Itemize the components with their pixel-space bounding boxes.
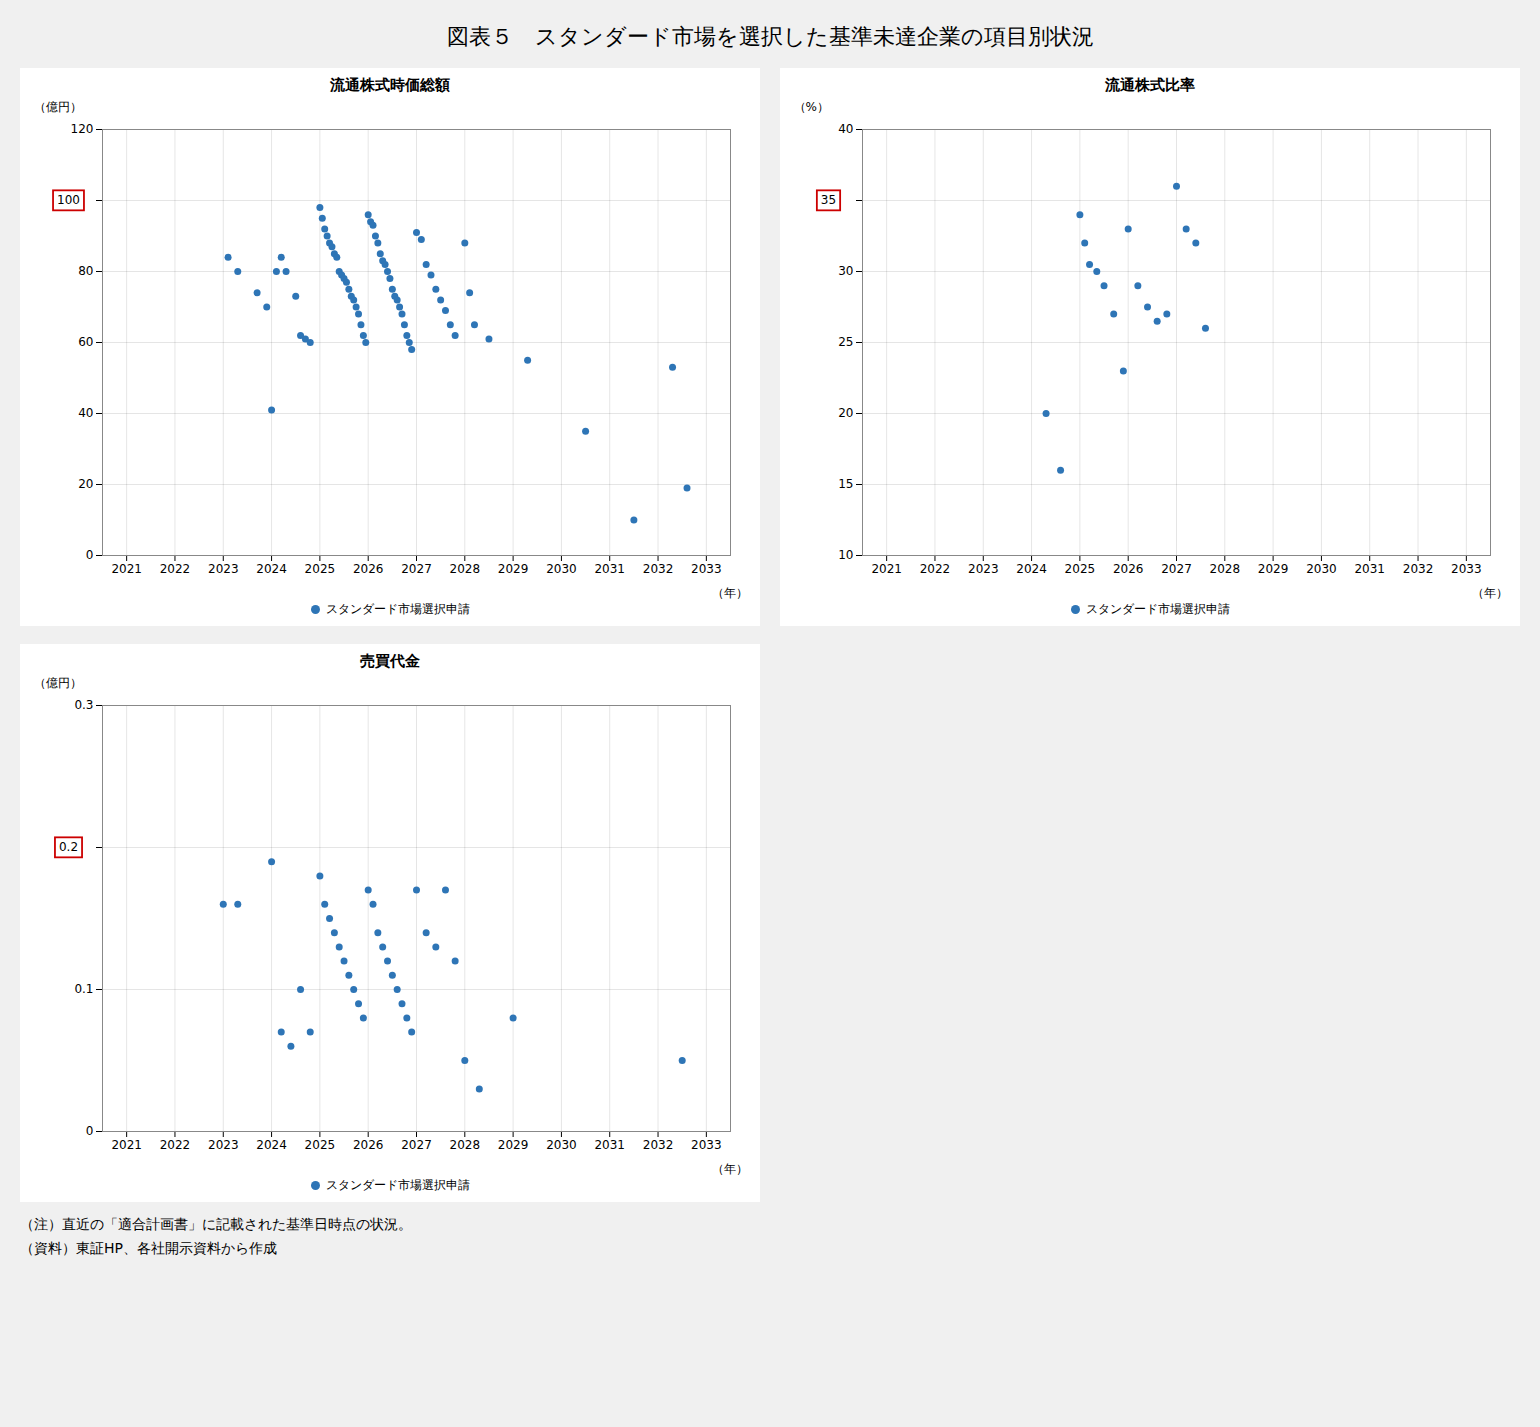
svg-text:2027: 2027 [1161,562,1192,576]
svg-text:（%）: （%） [794,100,829,114]
svg-text:2021: 2021 [871,562,902,576]
html-text:流通株式比率: 流通株式比率 [1105,76,1195,94]
html-text:売買代金: 売買代金 [360,652,420,670]
svg-text:2026: 2026 [353,562,384,576]
svg-text:2023: 2023 [968,562,999,576]
svg-text:20: 20 [838,406,853,420]
svg-text:（億円）: （億円） [34,100,82,114]
html-text:図表５ スタンダード市場を選択した基準未達企業の項目別状況: 図表５ スタンダード市場を選択した基準未達企業の項目別状況 [446,24,1094,49]
svg-text:2027: 2027 [401,562,432,576]
html-text:（注）直近の「適合計画書」に記載された基準日時点の状況。: （注）直近の「適合計画書」に記載された基準日時点の状況。 [20,1216,412,1232]
svg-text:2031: 2031 [594,1138,625,1152]
svg-text:35: 35 [821,193,836,207]
svg-text:（年）: （年） [712,1162,748,1176]
svg-text:100: 100 [57,193,80,207]
svg-text:2031: 2031 [1354,562,1385,576]
svg-text:15: 15 [838,477,853,491]
svg-text:25: 25 [838,335,853,349]
svg-text:2029: 2029 [498,1138,529,1152]
svg-text:2032: 2032 [1403,562,1434,576]
svg-text:2024: 2024 [256,1138,287,1152]
svg-text:2028: 2028 [1210,562,1241,576]
html-text:流通株式時価総額: 流通株式時価総額 [330,76,450,94]
svg-text:2032: 2032 [643,1138,674,1152]
svg-text:2022: 2022 [160,1138,191,1152]
svg-text:0: 0 [86,548,94,562]
svg-text:2031: 2031 [594,562,625,576]
svg-text:2023: 2023 [208,1138,239,1152]
svg-text:2024: 2024 [256,562,287,576]
svg-text:2026: 2026 [353,1138,384,1152]
svg-text:（年）: （年） [712,586,748,600]
svg-text:2029: 2029 [1258,562,1289,576]
html-text:スタンダード市場選択申請: スタンダード市場選択申請 [325,602,470,616]
svg-text:2029: 2029 [498,562,529,576]
svg-text:80: 80 [78,264,93,278]
svg-text:2022: 2022 [920,562,951,576]
svg-text:2021: 2021 [111,1138,142,1152]
svg-text:2030: 2030 [546,1138,577,1152]
svg-text:0.2: 0.2 [59,840,78,854]
svg-text:120: 120 [71,122,94,136]
html-text:スタンダード市場選択申請: スタンダード市場選択申請 [325,1178,470,1192]
svg-text:2030: 2030 [1306,562,1337,576]
svg-text:2022: 2022 [160,562,191,576]
html-text:（資料）東証HP、各社開示資料から作成: （資料）東証HP、各社開示資料から作成 [20,1240,277,1256]
svg-text:2032: 2032 [643,562,674,576]
svg-text:2025: 2025 [305,562,336,576]
svg-text:2026: 2026 [1113,562,1144,576]
svg-text:2023: 2023 [208,562,239,576]
svg-text:2025: 2025 [305,1138,336,1152]
svg-text:2021: 2021 [111,562,142,576]
svg-text:2025: 2025 [1065,562,1096,576]
svg-text:2027: 2027 [401,1138,432,1152]
svg-text:0.1: 0.1 [74,982,93,996]
html-text:スタンダード市場選択申請: スタンダード市場選択申請 [1085,602,1230,616]
svg-text:60: 60 [78,335,93,349]
svg-text:2024: 2024 [1016,562,1047,576]
svg-text:10: 10 [838,548,853,562]
svg-text:40: 40 [838,122,853,136]
svg-text:（億円）: （億円） [34,676,82,690]
svg-text:0.3: 0.3 [74,698,93,712]
svg-text:2033: 2033 [691,1138,722,1152]
svg-text:40: 40 [78,406,93,420]
svg-text:2030: 2030 [546,562,577,576]
svg-text:2028: 2028 [450,1138,481,1152]
svg-text:2033: 2033 [691,562,722,576]
svg-text:2033: 2033 [1451,562,1482,576]
svg-text:0: 0 [86,1124,94,1138]
svg-text:30: 30 [838,264,853,278]
svg-text:2028: 2028 [450,562,481,576]
svg-text:20: 20 [78,477,93,491]
svg-text:（年）: （年） [1472,586,1508,600]
